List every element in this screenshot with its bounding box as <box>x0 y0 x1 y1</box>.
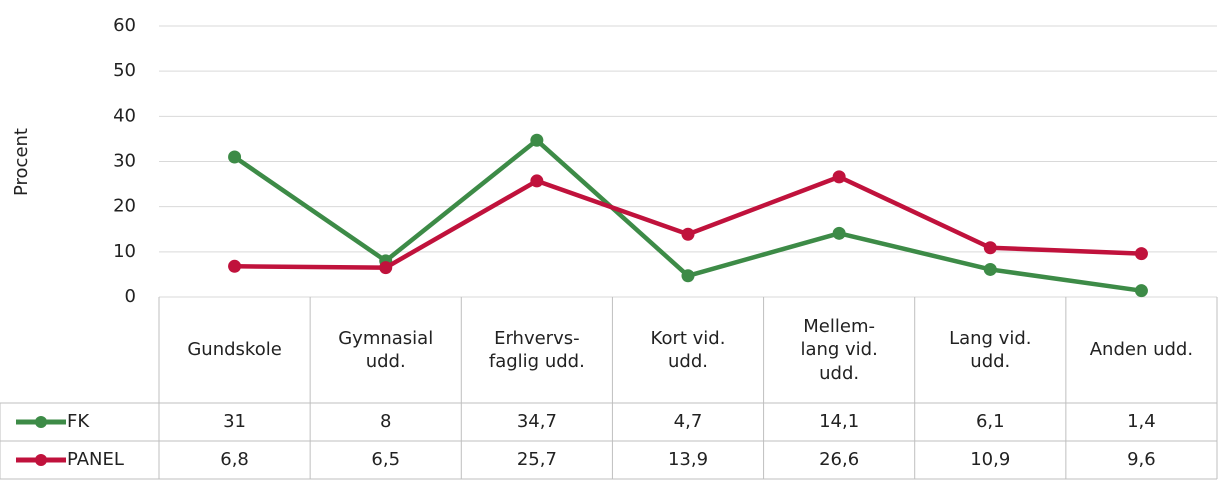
point <box>1134 284 1148 298</box>
data-label: 26,6 <box>819 449 860 471</box>
category-label: Gymnasial udd. <box>338 327 434 372</box>
y-tick-label: 20 <box>113 196 136 217</box>
point <box>832 226 846 240</box>
data-label: 8 <box>379 411 392 433</box>
y-tick-label: 50 <box>113 60 136 81</box>
data-label: 25,7 <box>516 449 557 471</box>
category-label: Anden udd. <box>1089 339 1194 361</box>
data-label: 1,4 <box>1127 411 1156 433</box>
category-label: Mellem- lang vid. udd. <box>800 315 878 384</box>
data-label: 6,1 <box>975 411 1005 433</box>
point <box>530 133 544 147</box>
data-label: 6,5 <box>371 449 401 471</box>
y-tick-label: 0 <box>125 286 136 307</box>
point <box>228 259 242 273</box>
data-label: 14,1 <box>819 411 860 433</box>
point <box>681 227 695 241</box>
point <box>228 150 242 164</box>
point <box>983 262 997 276</box>
y-axis-label: Procent <box>11 128 32 196</box>
category-label: Gundskole <box>187 339 282 361</box>
y-tick-label: 10 <box>113 241 136 262</box>
point <box>530 174 544 188</box>
category-label: Lang vid. udd. <box>949 327 1032 372</box>
y-tick-label: 40 <box>113 105 136 126</box>
point <box>681 269 695 283</box>
legend-marker <box>35 454 47 466</box>
data-label: 6,8 <box>220 449 249 471</box>
y-tick-label: 60 <box>113 15 136 36</box>
y-tick-label: 30 <box>113 151 136 172</box>
data-label: 31 <box>223 411 247 433</box>
point <box>379 261 393 275</box>
data-label: 4,7 <box>673 411 703 433</box>
point <box>1134 247 1148 261</box>
category-label: Erhvervs- faglig udd. <box>488 327 585 372</box>
legend-label: FK <box>67 411 90 432</box>
data-label: 13,9 <box>667 449 709 471</box>
point <box>983 241 997 255</box>
data-label: 10,9 <box>970 449 1011 471</box>
data-label: 9,6 <box>1127 449 1156 471</box>
category-label: Kort vid. udd. <box>650 327 726 372</box>
legend-label: PANEL <box>67 449 124 470</box>
point <box>832 170 846 184</box>
data-label: 34,7 <box>516 411 557 433</box>
series-line <box>234 174 1142 270</box>
legend-marker <box>35 416 47 428</box>
